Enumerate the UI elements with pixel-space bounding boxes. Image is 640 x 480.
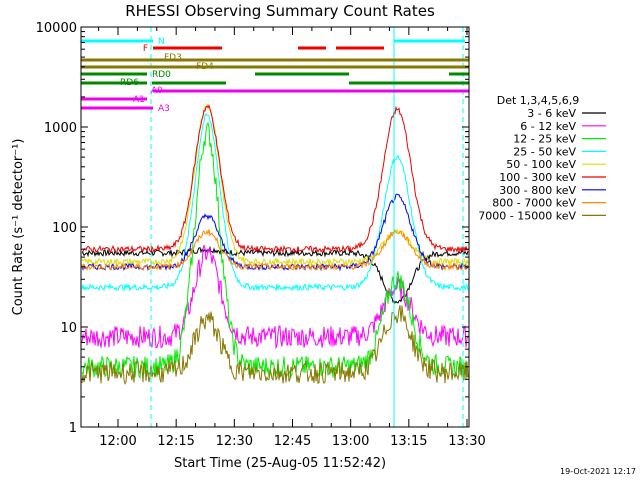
y-tick-label: 10	[60, 321, 77, 336]
flag-label: A3	[158, 104, 170, 114]
y-tick-label: 10000	[36, 21, 77, 36]
series-line-2	[81, 121, 469, 380]
series-line-0	[81, 245, 469, 304]
y-axis-label: Count Rate (s⁻¹ detector⁻¹)	[11, 139, 26, 316]
x-axis-label: Start Time (25-Aug-05 11:52:42)	[174, 456, 386, 471]
x-tick-label: 13:15	[390, 434, 427, 449]
legend-entry-label: 800 - 7000 keV	[492, 197, 576, 210]
legend-entry-label: 25 - 50 keV	[513, 145, 576, 158]
plot-frame	[80, 26, 470, 428]
flag-label: RD6	[120, 78, 139, 88]
chart-title: RHESSI Observing Summary Count Rates	[125, 2, 435, 20]
series-line-3	[81, 112, 469, 293]
legend-entry-label: 12 - 25 keV	[513, 133, 576, 146]
legend-entry-label: 50 - 100 keV	[506, 158, 576, 171]
x-tick-label: 13:30	[448, 434, 485, 449]
legend-entry-label: 300 - 800 keV	[499, 184, 576, 197]
series-line-4	[81, 103, 469, 267]
flag-label: A0	[151, 86, 163, 96]
timestamp: 19-Oct-2021 12:17	[560, 467, 636, 476]
plot-lines	[81, 27, 469, 427]
legend-entry-label: 7000 - 15000 keV	[478, 209, 576, 222]
flag-label: FD4	[196, 62, 214, 72]
y-axis: 1 10 100 1000 10000	[36, 21, 469, 436]
y-tick-label: 1	[69, 421, 77, 436]
flag-label: A1	[133, 95, 145, 105]
legend-entry-label: 6 - 12 keV	[520, 120, 576, 133]
flag-label: RD0	[152, 70, 171, 80]
x-tick-label: 12:45	[274, 434, 311, 449]
x-tick-label: 13:00	[332, 434, 369, 449]
y-tick-label: 100	[52, 221, 77, 236]
flag-bars: NF FD3 FD4 RD0 RD6 A0 A1 A3	[81, 37, 469, 114]
series-line-7	[81, 229, 469, 272]
x-tick-label: 12:30	[216, 434, 253, 449]
x-tick-label: 12:00	[99, 434, 136, 449]
flag-label: N	[158, 37, 165, 47]
legend-entry-label: 100 - 300 keV	[499, 171, 576, 184]
flag-label: FD3	[164, 53, 182, 63]
series-line-8	[81, 305, 469, 385]
legend-title: Det 1,3,4,5,6,9	[497, 94, 580, 107]
legend-entry-label: 3 - 6 keV	[527, 107, 576, 120]
series-line-1	[81, 244, 469, 350]
y-tick-label: 1000	[44, 121, 77, 136]
flag-label: F	[143, 44, 148, 54]
x-tick-label: 12:15	[157, 434, 194, 449]
x-axis: 12:00 12:15 12:30 12:45 13:00 13:15 13:30	[98, 27, 486, 449]
series-line-5	[81, 104, 469, 254]
